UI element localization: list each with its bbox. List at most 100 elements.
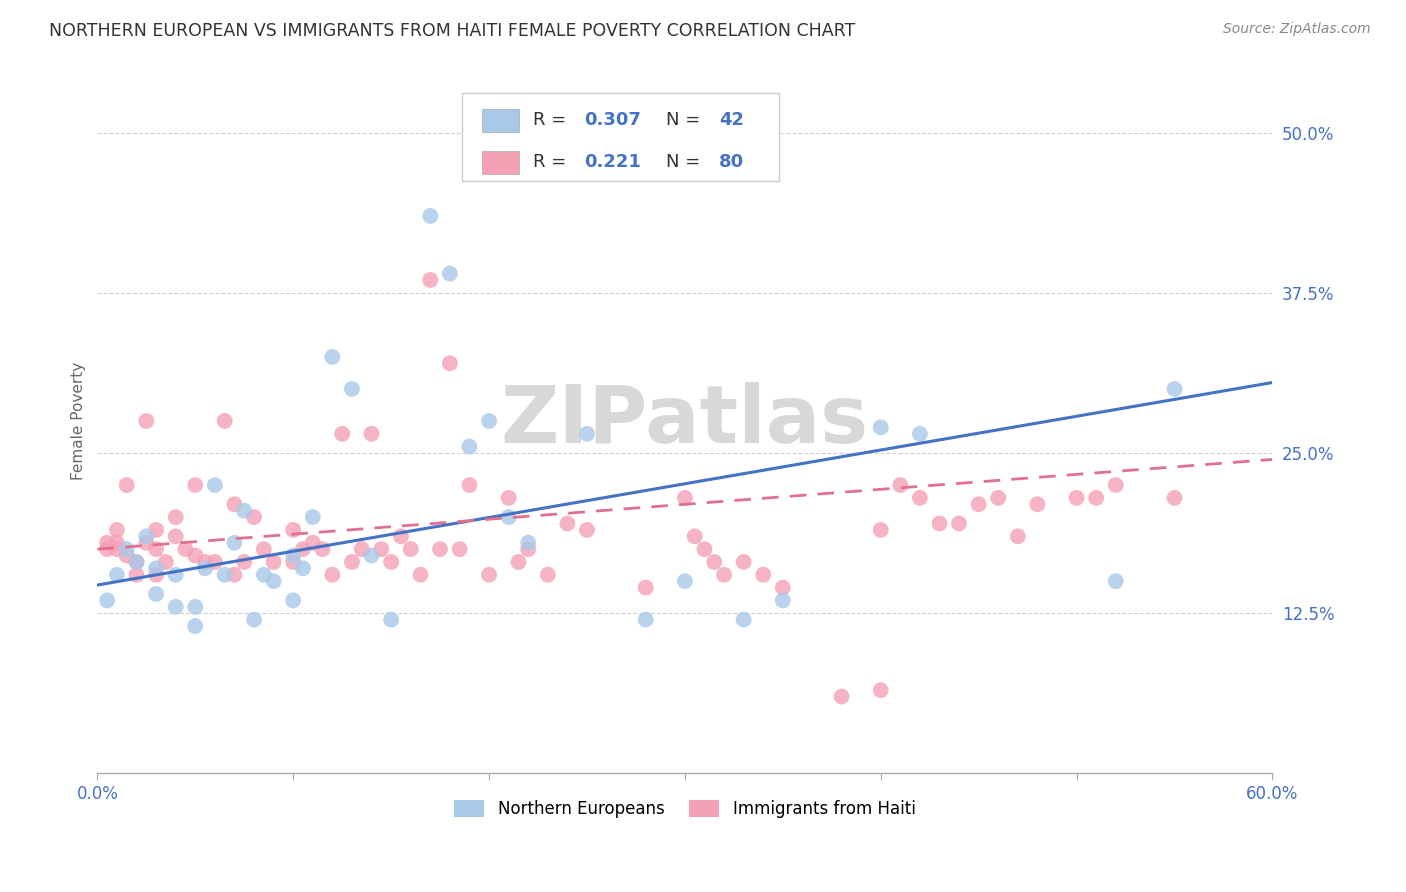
Point: [105, 542, 128, 557]
Text: NORTHERN EUROPEAN VS IMMIGRANTS FROM HAITI FEMALE POVERTY CORRELATION CHART: NORTHERN EUROPEAN VS IMMIGRANTS FROM HAI…: [49, 22, 855, 40]
Point: [772, 581, 794, 595]
Point: [360, 426, 382, 441]
Point: [321, 350, 343, 364]
Point: [517, 542, 540, 557]
Point: [370, 542, 392, 557]
FancyBboxPatch shape: [482, 152, 519, 174]
Text: 0.307: 0.307: [583, 112, 641, 129]
Point: [214, 567, 236, 582]
Point: [928, 516, 950, 531]
Point: [508, 555, 530, 569]
Point: [184, 478, 207, 492]
Point: [458, 478, 481, 492]
Point: [145, 567, 167, 582]
Point: [321, 567, 343, 582]
Point: [204, 555, 226, 569]
Point: [772, 593, 794, 607]
Point: [184, 619, 207, 633]
Point: [96, 593, 118, 607]
Point: [517, 535, 540, 549]
Y-axis label: Female Poverty: Female Poverty: [72, 362, 86, 480]
Point: [165, 599, 187, 614]
Point: [184, 599, 207, 614]
Point: [105, 535, 128, 549]
Point: [634, 613, 657, 627]
Point: [263, 574, 285, 589]
Point: [174, 542, 197, 557]
Point: [478, 567, 501, 582]
Point: [96, 535, 118, 549]
Point: [1026, 497, 1049, 511]
Point: [165, 529, 187, 543]
Point: [380, 555, 402, 569]
Point: [908, 491, 931, 505]
Point: [429, 542, 451, 557]
Point: [301, 535, 323, 549]
Point: [253, 542, 276, 557]
Point: [135, 414, 157, 428]
Point: [96, 542, 118, 557]
Point: [233, 555, 256, 569]
Point: [478, 414, 501, 428]
Point: [869, 683, 891, 698]
Point: [301, 510, 323, 524]
Point: [283, 593, 305, 607]
Point: [634, 581, 657, 595]
Point: [693, 542, 716, 557]
Text: 80: 80: [718, 153, 744, 171]
Point: [340, 555, 363, 569]
Legend: Northern Europeans, Immigrants from Haiti: Northern Europeans, Immigrants from Hait…: [447, 794, 922, 825]
Point: [1163, 491, 1185, 505]
Point: [733, 555, 755, 569]
Point: [125, 567, 148, 582]
Point: [243, 510, 266, 524]
Point: [165, 567, 187, 582]
Point: [194, 555, 217, 569]
Point: [283, 523, 305, 537]
Point: [713, 567, 735, 582]
Point: [869, 420, 891, 434]
Point: [283, 549, 305, 563]
FancyBboxPatch shape: [482, 109, 519, 132]
Point: [1085, 491, 1108, 505]
Point: [409, 567, 432, 582]
Text: ZIPatlas: ZIPatlas: [501, 382, 869, 460]
Point: [389, 529, 412, 543]
Point: [115, 542, 138, 557]
Point: [224, 567, 246, 582]
Point: [340, 382, 363, 396]
Point: [145, 561, 167, 575]
Point: [224, 497, 246, 511]
Point: [135, 529, 157, 543]
Point: [831, 690, 853, 704]
Point: [311, 542, 333, 557]
Text: N =: N =: [666, 153, 706, 171]
Point: [350, 542, 373, 557]
Point: [253, 567, 276, 582]
Point: [683, 529, 706, 543]
Text: 0.221: 0.221: [583, 153, 641, 171]
Point: [703, 555, 725, 569]
Point: [575, 426, 598, 441]
Point: [214, 414, 236, 428]
Point: [291, 561, 314, 575]
Point: [330, 426, 353, 441]
Point: [105, 567, 128, 582]
Point: [204, 478, 226, 492]
Point: [125, 555, 148, 569]
Text: R =: R =: [533, 153, 572, 171]
Point: [419, 209, 441, 223]
Point: [869, 523, 891, 537]
Text: N =: N =: [666, 112, 706, 129]
Point: [575, 523, 598, 537]
Point: [224, 535, 246, 549]
Point: [1163, 382, 1185, 396]
Point: [194, 561, 217, 575]
Point: [233, 504, 256, 518]
Point: [1007, 529, 1029, 543]
Point: [291, 542, 314, 557]
Point: [752, 567, 775, 582]
Point: [155, 555, 177, 569]
Point: [380, 613, 402, 627]
Point: [439, 267, 461, 281]
